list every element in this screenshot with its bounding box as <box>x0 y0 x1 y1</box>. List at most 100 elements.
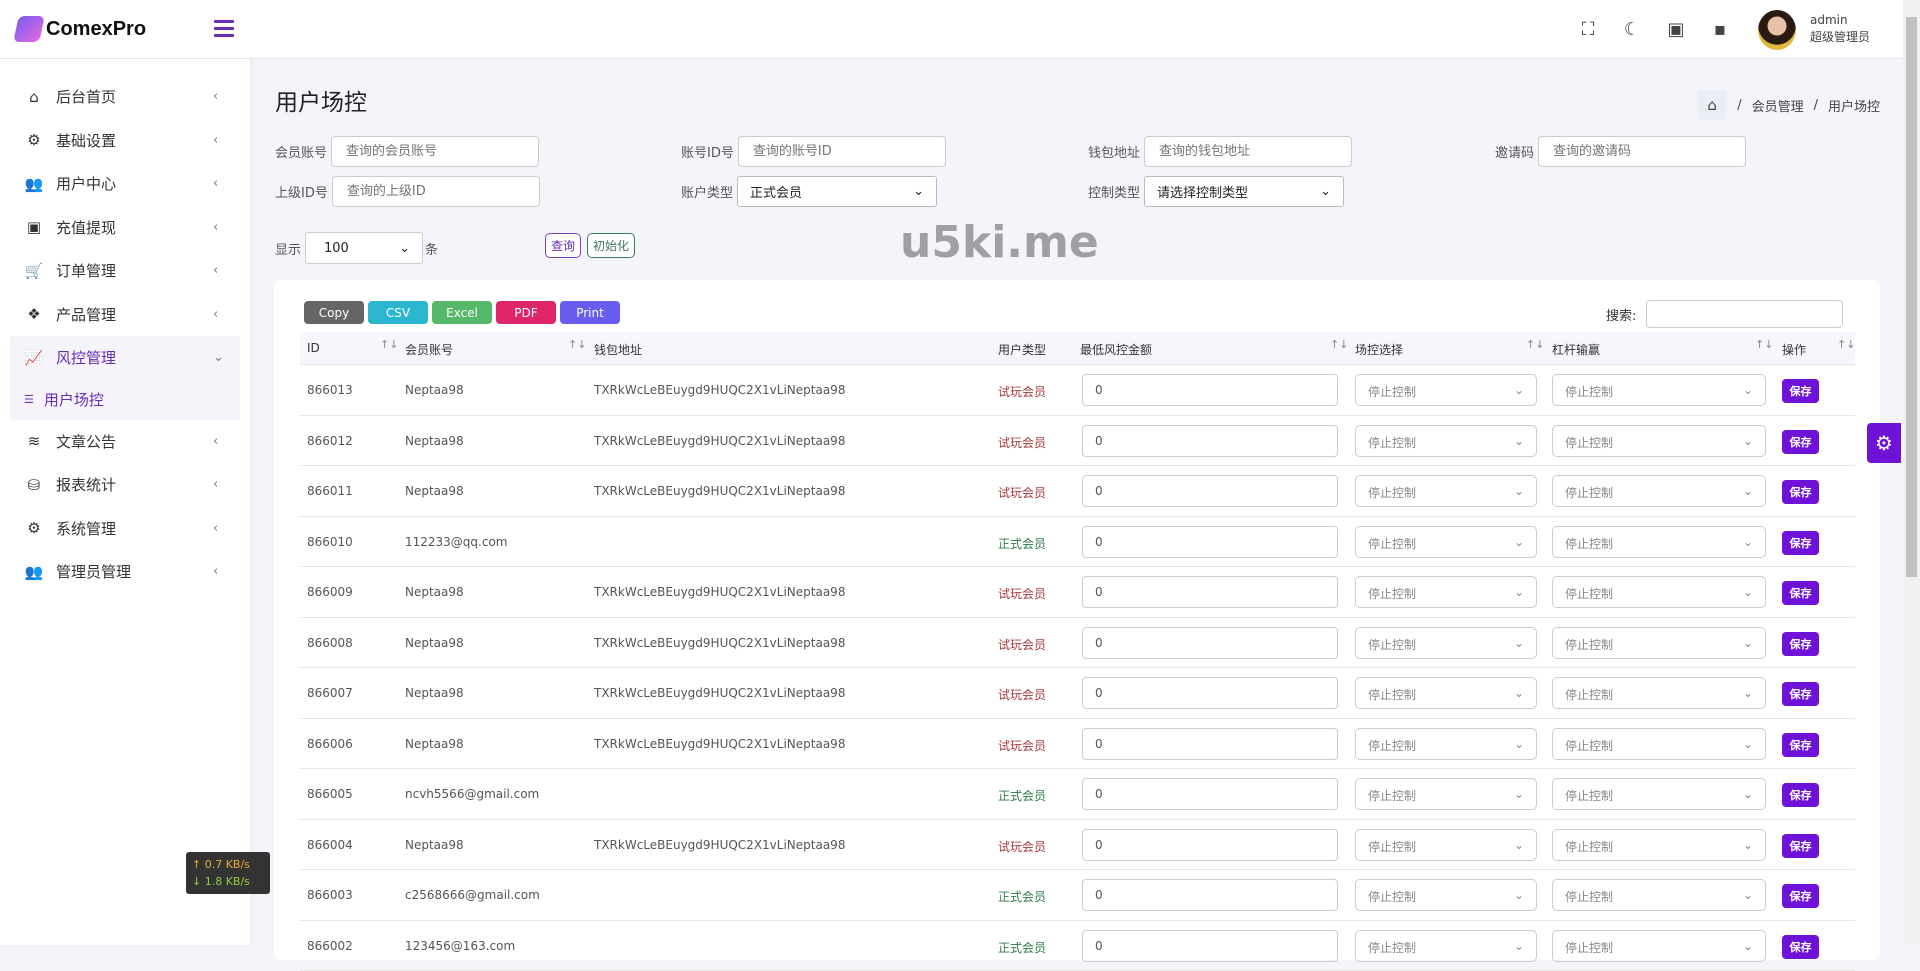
min-amount-input[interactable]: 0 <box>1082 778 1338 810</box>
account-type-select[interactable]: 正式会员⌄ <box>737 176 937 207</box>
logo[interactable]: ComexPro <box>0 0 250 59</box>
save-button[interactable]: 保存 <box>1782 682 1819 706</box>
save-button[interactable]: 保存 <box>1782 884 1819 908</box>
sidebar-item[interactable]: ❖产品管理‹ <box>0 293 250 337</box>
save-button[interactable]: 保存 <box>1782 430 1819 454</box>
min-amount-input[interactable]: 0 <box>1082 627 1338 659</box>
save-button[interactable]: 保存 <box>1782 935 1819 959</box>
sort-icon[interactable]: ↑↓ <box>1755 338 1773 351</box>
min-amount-input[interactable]: 0 <box>1082 526 1338 558</box>
moon-icon[interactable]: ☾ <box>1610 19 1654 40</box>
leverage-select[interactable]: 停止控制⌄ <box>1552 425 1766 457</box>
avatar[interactable] <box>1758 10 1796 50</box>
fullscreen-icon[interactable]: ⛶ <box>1566 19 1610 40</box>
home-icon[interactable]: ⌂ <box>1697 90 1727 120</box>
scrollbar[interactable] <box>1903 0 1920 945</box>
leverage-select[interactable]: 停止控制⌄ <box>1552 829 1766 861</box>
search-input[interactable] <box>1646 300 1843 328</box>
settings-gear-icon[interactable]: ⚙ <box>1867 423 1901 463</box>
money-icon[interactable]: ▣ <box>1654 19 1698 40</box>
sidebar-item[interactable]: 👥管理员管理‹ <box>0 550 250 594</box>
excel-button[interactable]: Excel <box>432 301 492 324</box>
min-amount-input[interactable]: 0 <box>1082 930 1338 962</box>
sidebar-item[interactable]: ⛁报表统计‹ <box>0 463 250 507</box>
column-header[interactable]: ID <box>307 341 320 355</box>
leverage-select[interactable]: 停止控制⌄ <box>1552 576 1766 608</box>
control-select[interactable]: 停止控制⌄ <box>1355 677 1537 709</box>
chat-icon[interactable]: ▪ <box>1698 19 1742 40</box>
reset-button[interactable]: 初始化 <box>587 233 635 258</box>
save-button[interactable]: 保存 <box>1782 733 1819 757</box>
leverage-select[interactable]: 停止控制⌄ <box>1552 728 1766 760</box>
sort-icon[interactable]: ↑↓ <box>1526 338 1544 351</box>
sidebar-item[interactable]: 🛒订单管理‹ <box>0 249 250 293</box>
save-button[interactable]: 保存 <box>1782 480 1819 504</box>
column-header[interactable]: 最低风控金额 <box>1080 341 1152 358</box>
control-select[interactable]: 停止控制⌄ <box>1355 879 1537 911</box>
sidebar-item[interactable]: 📈风控管理⌄ <box>10 336 240 380</box>
save-button[interactable]: 保存 <box>1782 379 1819 403</box>
column-header[interactable]: 操作 <box>1782 341 1806 358</box>
leverage-select[interactable]: 停止控制⌄ <box>1552 677 1766 709</box>
control-select[interactable]: 停止控制⌄ <box>1355 930 1537 962</box>
leverage-select[interactable]: 停止控制⌄ <box>1552 627 1766 659</box>
min-amount-input[interactable]: 0 <box>1082 829 1338 861</box>
leverage-select[interactable]: 停止控制⌄ <box>1552 526 1766 558</box>
leverage-select[interactable]: 停止控制⌄ <box>1552 475 1766 507</box>
control-select[interactable]: 停止控制⌄ <box>1355 728 1537 760</box>
save-button[interactable]: 保存 <box>1782 632 1819 656</box>
min-amount-input[interactable]: 0 <box>1082 425 1338 457</box>
sidebar-item[interactable]: ⚙基础设置‹ <box>0 119 250 163</box>
save-button[interactable]: 保存 <box>1782 531 1819 555</box>
control-select[interactable]: 停止控制⌄ <box>1355 526 1537 558</box>
sort-icon[interactable]: ↑↓ <box>1837 338 1855 351</box>
page-size-select[interactable]: 100⌄ <box>305 232 423 264</box>
column-header[interactable]: 场控选择 <box>1355 341 1403 358</box>
save-button[interactable]: 保存 <box>1782 581 1819 605</box>
min-amount-input[interactable]: 0 <box>1082 374 1338 406</box>
save-button[interactable]: 保存 <box>1782 834 1819 858</box>
sidebar-item[interactable]: ≋文章公告‹ <box>0 420 250 464</box>
leverage-select[interactable]: 停止控制⌄ <box>1552 374 1766 406</box>
min-amount-input[interactable]: 0 <box>1082 879 1338 911</box>
menu-toggle-icon[interactable] <box>214 20 234 37</box>
sidebar-item[interactable]: ▣充值提现‹ <box>0 206 250 250</box>
control-select[interactable]: 停止控制⌄ <box>1355 374 1537 406</box>
user-info[interactable]: admin 超级管理员 <box>1810 12 1870 46</box>
sidebar-item[interactable]: ⌂后台首页‹ <box>0 75 250 119</box>
csv-button[interactable]: CSV <box>368 301 428 324</box>
control-type-select[interactable]: 请选择控制类型⌄ <box>1144 176 1344 207</box>
query-button[interactable]: 查询 <box>545 233 581 258</box>
control-select[interactable]: 停止控制⌄ <box>1355 627 1537 659</box>
control-select[interactable]: 停止控制⌄ <box>1355 778 1537 810</box>
account-id-input[interactable] <box>738 136 946 167</box>
leverage-select[interactable]: 停止控制⌄ <box>1552 778 1766 810</box>
save-button[interactable]: 保存 <box>1782 783 1819 807</box>
invite-code-input[interactable] <box>1538 136 1746 167</box>
control-select[interactable]: 停止控制⌄ <box>1355 576 1537 608</box>
breadcrumb-item[interactable]: 会员管理 <box>1752 96 1804 115</box>
column-header[interactable]: 会员账号 <box>405 341 453 358</box>
min-amount-input[interactable]: 0 <box>1082 677 1338 709</box>
copy-button[interactable]: Copy <box>304 301 364 324</box>
print-button[interactable]: Print <box>560 301 620 324</box>
control-select[interactable]: 停止控制⌄ <box>1355 425 1537 457</box>
sidebar-subitem[interactable]: ☰用户场控 <box>10 380 240 420</box>
leverage-select[interactable]: 停止控制⌄ <box>1552 930 1766 962</box>
control-select[interactable]: 停止控制⌄ <box>1355 829 1537 861</box>
min-amount-input[interactable]: 0 <box>1082 728 1338 760</box>
control-select[interactable]: 停止控制⌄ <box>1355 475 1537 507</box>
sort-icon[interactable]: ↑↓ <box>568 338 586 351</box>
sort-icon[interactable]: ↑↓ <box>380 338 398 351</box>
leverage-select[interactable]: 停止控制⌄ <box>1552 879 1766 911</box>
min-amount-input[interactable]: 0 <box>1082 475 1338 507</box>
sort-icon[interactable]: ↑↓ <box>1330 338 1348 351</box>
sidebar-item[interactable]: 👥用户中心‹ <box>0 162 250 206</box>
sidebar-item[interactable]: ⚙系统管理‹ <box>0 507 250 551</box>
parent-id-input[interactable] <box>332 176 540 207</box>
pdf-button[interactable]: PDF <box>496 301 556 324</box>
min-amount-input[interactable]: 0 <box>1082 576 1338 608</box>
wallet-input[interactable] <box>1144 136 1352 167</box>
member-account-input[interactable] <box>331 136 539 167</box>
column-header[interactable]: 杠杆输赢 <box>1552 341 1600 358</box>
